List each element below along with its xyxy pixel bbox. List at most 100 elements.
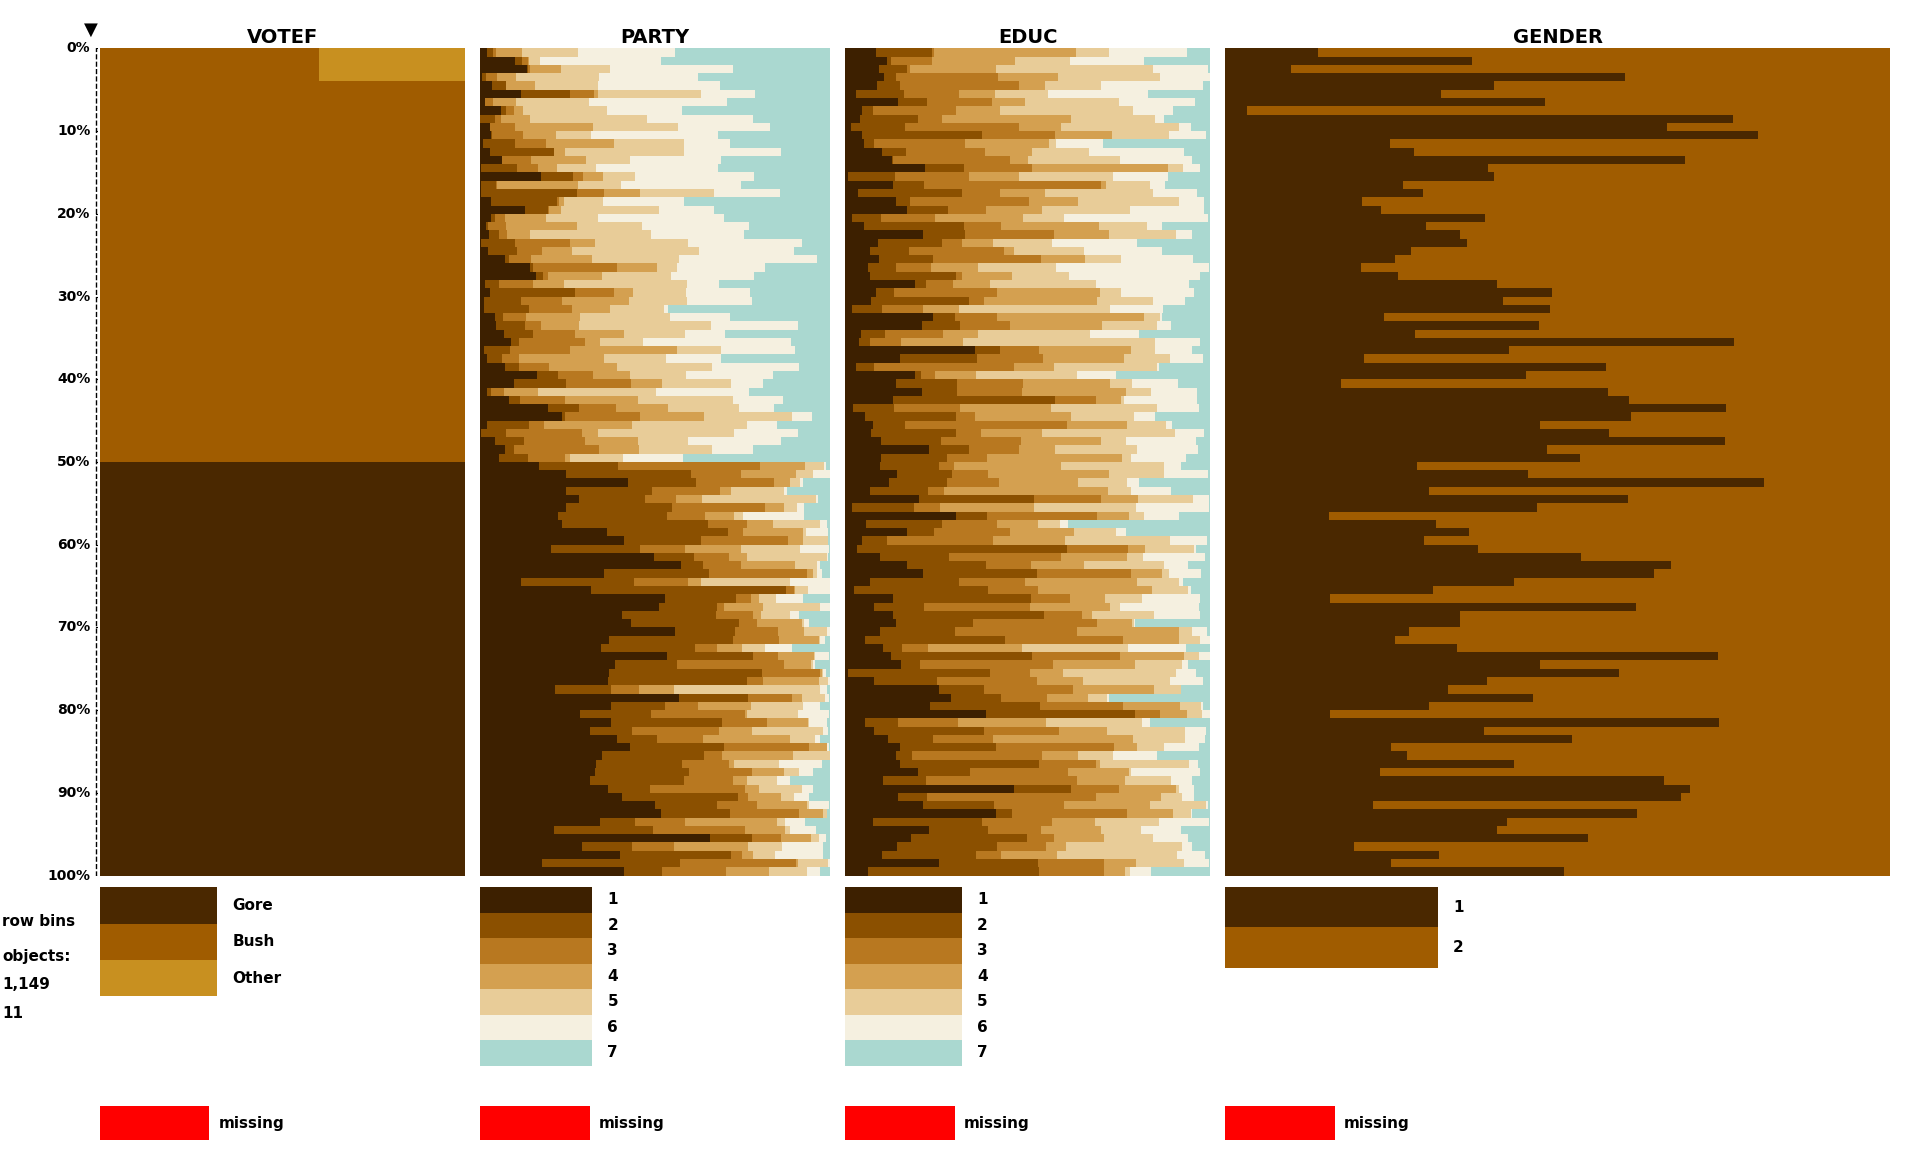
Bar xyxy=(555,685,611,694)
Bar xyxy=(637,437,687,446)
Bar xyxy=(1052,238,1137,247)
Bar xyxy=(803,528,806,537)
Bar xyxy=(900,338,964,346)
Bar xyxy=(1100,288,1121,296)
Bar xyxy=(733,636,780,644)
Bar xyxy=(480,578,520,586)
Bar xyxy=(100,363,465,371)
Bar xyxy=(1046,694,1087,702)
Bar xyxy=(1125,776,1171,785)
Bar xyxy=(941,437,1021,446)
Bar xyxy=(616,363,712,371)
Bar xyxy=(964,338,1156,346)
Bar xyxy=(538,387,657,396)
Bar xyxy=(672,503,766,511)
Bar xyxy=(728,98,829,106)
Bar xyxy=(1183,660,1188,668)
Bar xyxy=(1181,462,1210,470)
Bar xyxy=(1225,264,1361,272)
Bar xyxy=(977,355,1043,363)
Bar xyxy=(1734,114,1889,123)
Bar xyxy=(1158,404,1198,412)
Bar xyxy=(845,735,887,743)
Bar xyxy=(897,197,910,205)
Bar xyxy=(1135,619,1210,628)
Bar xyxy=(482,181,495,189)
Bar xyxy=(1478,545,1889,553)
Bar xyxy=(1162,313,1210,321)
Bar xyxy=(100,106,465,114)
Bar xyxy=(954,628,1077,636)
Bar xyxy=(845,768,918,776)
Bar xyxy=(480,785,607,793)
Bar xyxy=(893,396,1054,404)
Bar xyxy=(632,619,739,628)
Bar xyxy=(609,636,733,644)
Bar xyxy=(1039,759,1096,768)
Bar xyxy=(1194,793,1210,801)
Bar xyxy=(724,743,808,751)
Bar xyxy=(100,553,465,561)
Bar xyxy=(845,826,929,834)
Bar xyxy=(845,487,870,495)
Bar xyxy=(1498,826,1889,834)
Bar xyxy=(1665,776,1889,785)
Bar xyxy=(574,173,584,181)
Bar xyxy=(100,147,465,156)
Bar xyxy=(760,611,789,619)
Bar xyxy=(1225,561,1670,569)
Bar xyxy=(100,859,465,867)
Bar xyxy=(968,173,1020,181)
Bar xyxy=(1179,636,1200,644)
Bar xyxy=(845,537,862,545)
Bar xyxy=(622,793,737,801)
Bar xyxy=(1225,495,1628,503)
Bar xyxy=(509,346,570,355)
Bar xyxy=(968,446,1020,454)
Title: EDUC: EDUC xyxy=(998,28,1058,47)
Bar xyxy=(845,867,868,876)
Bar xyxy=(1423,189,1889,197)
Bar xyxy=(1208,537,1210,545)
Bar xyxy=(597,429,733,437)
Bar xyxy=(958,719,1046,727)
Bar xyxy=(1179,578,1183,586)
Bar xyxy=(933,256,1041,264)
Bar xyxy=(1192,346,1210,355)
Bar xyxy=(100,652,465,660)
Bar xyxy=(1039,859,1104,867)
Bar xyxy=(545,214,597,222)
Bar xyxy=(1225,520,1436,528)
Bar xyxy=(488,355,501,363)
Bar xyxy=(1041,826,1100,834)
Bar xyxy=(666,355,722,363)
Title: GENDER: GENDER xyxy=(1513,28,1603,47)
Bar xyxy=(1188,834,1210,842)
Bar xyxy=(687,437,781,446)
Bar xyxy=(1165,420,1171,429)
Bar xyxy=(810,793,829,801)
Bar xyxy=(924,305,958,313)
Bar xyxy=(1071,785,1119,793)
Bar xyxy=(480,859,541,867)
Bar xyxy=(883,776,925,785)
Bar xyxy=(1670,561,1889,569)
Bar xyxy=(1225,586,1432,594)
Bar xyxy=(490,123,515,131)
Bar xyxy=(689,238,803,247)
Bar xyxy=(895,288,996,296)
Bar xyxy=(845,694,950,702)
Bar xyxy=(1035,495,1100,503)
Bar xyxy=(1192,156,1210,165)
Bar xyxy=(639,446,712,454)
Bar xyxy=(605,189,641,197)
Bar xyxy=(739,404,774,412)
Bar xyxy=(993,735,1133,743)
Bar xyxy=(716,611,753,619)
Bar xyxy=(507,230,530,238)
Bar xyxy=(897,74,998,82)
Bar xyxy=(480,90,520,98)
Bar xyxy=(1361,264,1889,272)
Bar xyxy=(1046,842,1066,850)
Bar xyxy=(1054,230,1110,238)
